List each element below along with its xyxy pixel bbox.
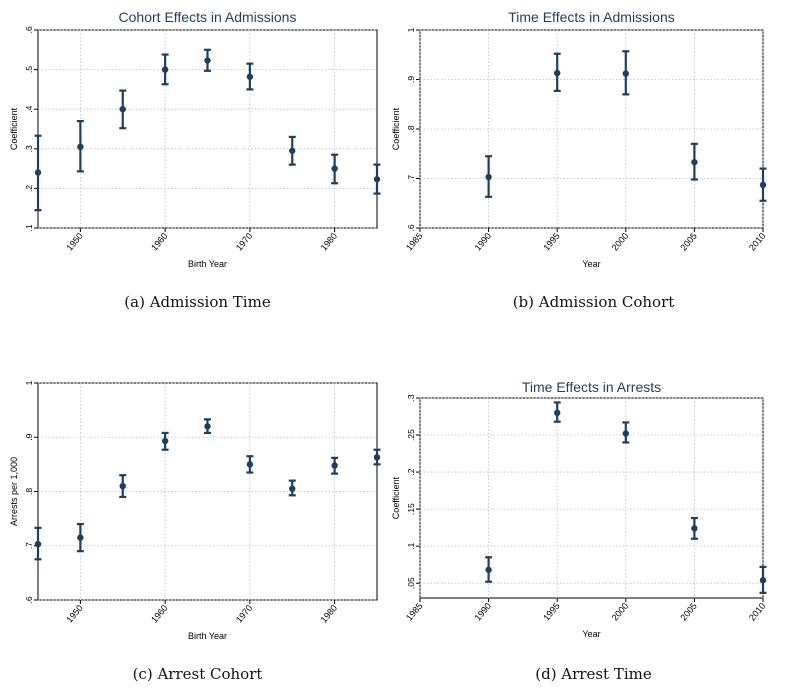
data-point-a <box>373 176 381 183</box>
y-axis-label-d: Coefficient <box>391 476 401 519</box>
data-point-b <box>622 70 629 77</box>
caption-b: (b) Admission Cohort <box>512 293 675 311</box>
x-tick-label-c: 1950 <box>64 603 85 625</box>
y-tick-label-c: .8 <box>24 488 34 495</box>
y-tick-label-d: .1 <box>406 542 416 549</box>
x-tick-label-a: 1950 <box>64 231 85 253</box>
x-tick-label-c: 1960 <box>149 603 170 625</box>
x-tick-label-a: 1960 <box>149 231 170 253</box>
data-point-c <box>34 540 42 548</box>
y-tick-label-c: .7 <box>24 542 34 549</box>
data-point-d <box>759 577 767 584</box>
y-tick-label-d: .05 <box>406 577 416 589</box>
chart-title-b: Time Effects in Admissions <box>508 9 675 25</box>
data-point-b <box>485 173 492 181</box>
data-point-c <box>373 454 381 461</box>
data-point-d <box>485 566 492 574</box>
x-tick-label-c: 1970 <box>234 603 255 625</box>
x-axis-label-c: Birth Year <box>188 631 227 641</box>
y-axis-label-a: Coefficient <box>9 107 19 150</box>
y-tick-label-c: .9 <box>24 433 34 440</box>
x-axis-label-a: Birth Year <box>188 259 227 269</box>
x-tick-label-b: 1985 <box>404 231 425 253</box>
x-tick-label-b: 2000 <box>610 231 631 253</box>
y-axis-label-b: Coefficient <box>391 107 401 150</box>
data-point-b <box>759 181 767 189</box>
data-point-a <box>34 169 42 176</box>
x-tick-label-b: 1995 <box>541 231 562 253</box>
y-tick-label-c: 1 <box>24 380 34 385</box>
data-point-c <box>246 461 254 468</box>
caption-d: (d) Arrest Time <box>535 665 652 683</box>
y-tick-label-b: .6 <box>406 224 416 231</box>
y-tick-label-a: .3 <box>24 145 34 152</box>
y-tick-label-c: .6 <box>24 596 34 603</box>
caption-a: (a) Admission Time <box>124 293 271 311</box>
data-point-c <box>204 423 211 430</box>
y-tick-label-b: 1 <box>406 27 416 32</box>
data-point-a <box>77 143 84 151</box>
data-point-c <box>119 482 126 490</box>
x-tick-label-b: 1990 <box>473 231 494 253</box>
data-point-c <box>77 534 84 541</box>
data-point-d <box>554 409 561 417</box>
y-tick-label-d: .3 <box>406 394 416 401</box>
data-point-b <box>554 69 561 77</box>
y-tick-label-b: .7 <box>406 175 416 182</box>
x-tick-label-d: 1985 <box>404 601 425 623</box>
plot-frame-d <box>419 397 764 599</box>
y-tick-label-a: .5 <box>24 66 34 73</box>
data-point-a <box>204 57 211 64</box>
x-tick-label-b: 2005 <box>678 231 699 253</box>
chart-title-d: Time Effects in Arrests <box>522 379 661 395</box>
data-point-c <box>289 485 296 492</box>
x-tick-label-b: 2010 <box>747 231 768 253</box>
y-tick-label-a: .2 <box>24 185 34 192</box>
y-tick-label-a: .6 <box>24 26 34 33</box>
y-axis-label-c: Arrests per 1,000 <box>9 457 19 526</box>
data-point-d <box>622 430 629 437</box>
y-tick-label-a: .1 <box>24 224 34 231</box>
x-tick-label-d: 2010 <box>747 601 768 623</box>
data-point-a <box>161 66 169 73</box>
y-tick-label-d: .2 <box>406 468 416 475</box>
x-axis-label-b: Year <box>582 259 600 269</box>
x-tick-label-d: 2000 <box>610 601 631 623</box>
x-tick-label-d: 1995 <box>541 601 562 623</box>
data-point-a <box>289 147 296 154</box>
data-point-d <box>691 525 698 532</box>
x-tick-label-a: 1980 <box>319 231 340 253</box>
caption-c: (c) Arrest Cohort <box>132 665 263 683</box>
data-point-a <box>331 165 338 172</box>
x-axis-label-d: Year <box>582 629 600 639</box>
y-tick-label-d: .15 <box>406 503 416 515</box>
data-point-a <box>119 106 126 113</box>
y-tick-label-b: .9 <box>406 76 416 83</box>
y-tick-label-b: .8 <box>406 125 416 132</box>
x-tick-label-a: 1970 <box>234 231 255 253</box>
chart-title-a: Cohort Effects in Admissions <box>119 9 297 25</box>
x-tick-label-d: 2005 <box>678 601 699 623</box>
x-tick-label-d: 1990 <box>473 601 494 623</box>
data-point-a <box>246 73 254 80</box>
data-point-b <box>691 158 698 166</box>
y-tick-label-a: .4 <box>24 105 34 112</box>
data-point-c <box>331 462 338 469</box>
x-tick-label-c: 1980 <box>319 603 340 625</box>
data-point-c <box>161 437 169 445</box>
y-tick-label-d: .25 <box>406 429 416 441</box>
